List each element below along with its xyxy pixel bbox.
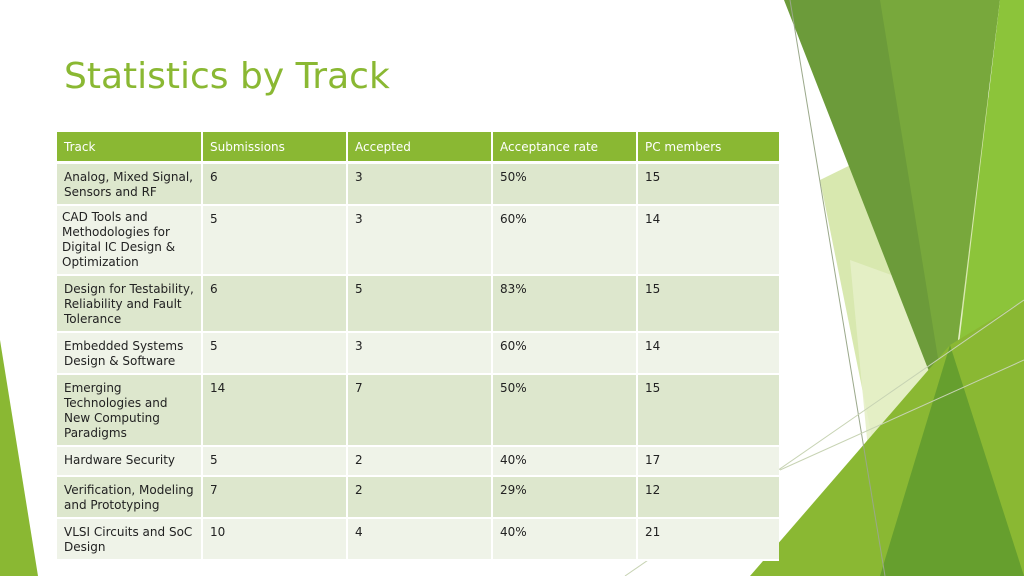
cell-track: Embedded Systems Design & Software: [57, 332, 203, 375]
cell-acceptance-rate: 60%: [492, 332, 638, 375]
cell-track: Emerging Technologies and New Computing …: [57, 374, 203, 447]
cell-track: Verification, Modeling and Prototyping: [57, 476, 203, 519]
table-row: Analog, Mixed Signal, Sensors and RF 6 3…: [57, 162, 779, 206]
cell-accepted: 7: [347, 374, 493, 447]
table-header-row: Track Submissions Accepted Acceptance ra…: [57, 132, 779, 164]
right-shape-mid: [880, 0, 1000, 420]
header-accepted: Accepted: [347, 132, 493, 164]
table-row: Emerging Technologies and New Computing …: [57, 374, 779, 447]
cell-pc-members: 14: [637, 205, 779, 276]
cell-accepted: 4: [347, 518, 493, 561]
cell-pc-members: 21: [637, 518, 779, 561]
deco-line-3: [779, 359, 1024, 471]
cell-acceptance-rate: 83%: [492, 275, 638, 333]
table-row: Hardware Security 5 2 40% 17: [57, 446, 779, 477]
cell-track: Design for Testability, Reliability and …: [57, 275, 203, 333]
cell-acceptance-rate: 29%: [492, 476, 638, 519]
table-row: Verification, Modeling and Prototyping 7…: [57, 476, 779, 519]
cell-acceptance-rate: 40%: [492, 518, 638, 561]
header-pc-members: PC members: [637, 132, 779, 164]
cell-acceptance-rate: 60%: [492, 205, 638, 276]
cell-submissions: 5: [202, 205, 348, 276]
left-edge-shape: [0, 340, 38, 576]
cell-accepted: 3: [347, 162, 493, 206]
cell-track: Analog, Mixed Signal, Sensors and RF: [57, 162, 203, 206]
cell-submissions: 5: [202, 332, 348, 375]
cell-submissions: 6: [202, 162, 348, 206]
table-row: CAD Tools and Methodologies for Digital …: [57, 205, 779, 276]
cell-pc-members: 15: [637, 162, 779, 206]
cell-track: CAD Tools and Methodologies for Digital …: [57, 205, 203, 276]
cell-submissions: 14: [202, 374, 348, 447]
cell-accepted: 3: [347, 205, 493, 276]
header-acceptance-rate: Acceptance rate: [492, 132, 638, 164]
cell-submissions: 6: [202, 275, 348, 333]
header-submissions: Submissions: [202, 132, 348, 164]
cell-pc-members: 15: [637, 374, 779, 447]
cell-acceptance-rate: 40%: [492, 446, 638, 477]
bottom-right-shape-dark: [880, 345, 1024, 576]
cell-accepted: 2: [347, 446, 493, 477]
cell-accepted: 3: [347, 332, 493, 375]
cell-acceptance-rate: 50%: [492, 162, 638, 206]
header-track: Track: [57, 132, 203, 164]
table-row: Embedded Systems Design & Software 5 3 6…: [57, 332, 779, 375]
cell-acceptance-rate: 50%: [492, 374, 638, 447]
table-row: VLSI Circuits and SoC Design 10 4 40% 21: [57, 518, 779, 561]
cell-accepted: 5: [347, 275, 493, 333]
cell-track: Hardware Security: [57, 446, 203, 477]
cell-pc-members: 12: [637, 476, 779, 519]
cell-accepted: 2: [347, 476, 493, 519]
slide-title: Statistics by Track: [64, 56, 390, 97]
deco-line-1: [789, 0, 886, 576]
cell-submissions: 5: [202, 446, 348, 477]
cell-pc-members: 15: [637, 275, 779, 333]
cell-pc-members: 14: [637, 332, 779, 375]
cell-track: VLSI Circuits and SoC Design: [57, 518, 203, 561]
table-row: Design for Testability, Reliability and …: [57, 275, 779, 333]
cell-pc-members: 17: [637, 446, 779, 477]
statistics-table: Track Submissions Accepted Acceptance ra…: [57, 132, 779, 561]
cell-submissions: 7: [202, 476, 348, 519]
cell-submissions: 10: [202, 518, 348, 561]
